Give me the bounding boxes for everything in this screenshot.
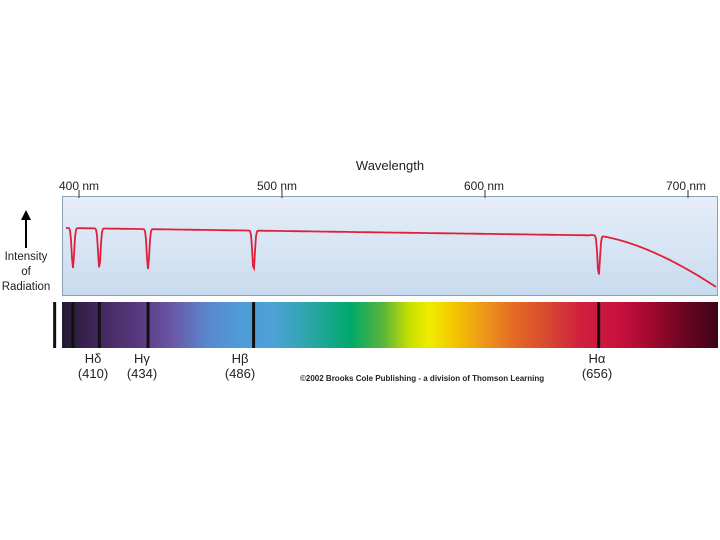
absorption-line-656: [597, 302, 601, 348]
tick-label-500: 500 nm: [256, 179, 298, 193]
label-h-delta-symbol: Hδ: [84, 351, 102, 366]
absorption-line-397: [71, 302, 75, 348]
label-h-beta-wavelength: (486): [224, 366, 256, 381]
absorption-line-388: [53, 302, 57, 348]
label-h-alpha-symbol: Hα: [588, 351, 606, 366]
label-h-alpha-wavelength: (656): [581, 366, 613, 381]
label-h-alpha: Hα (656): [567, 351, 627, 381]
label-h-delta-wavelength: (410): [77, 366, 109, 381]
absorption-line-410: [97, 302, 101, 348]
tick-label-700: 700 nm: [665, 179, 707, 193]
tick-label-600: 600 nm: [463, 179, 505, 193]
intensity-curve: [66, 227, 717, 288]
spectrum-bar: [62, 302, 718, 348]
y-axis-label-line3: Radiation: [1, 281, 51, 293]
label-h-beta: Hβ (486): [210, 351, 270, 381]
axis-title: Wavelength: [355, 158, 425, 173]
up-arrow-icon: [21, 210, 31, 248]
absorption-line-434: [146, 302, 150, 348]
y-axis-label: Intensity of Radiation: [0, 210, 52, 295]
y-axis-label-line1: Intensity: [4, 251, 48, 263]
label-h-gamma-wavelength: (434): [126, 366, 158, 381]
label-h-delta: Hδ (410): [63, 351, 123, 381]
label-h-gamma: Hγ (434): [112, 351, 172, 381]
label-h-beta-symbol: Hβ: [231, 351, 249, 366]
tick-label-400: 400 nm: [58, 179, 100, 193]
copyright-text: ©2002 Brooks Cole Publishing - a divisio…: [300, 374, 545, 383]
absorption-line-486: [252, 302, 256, 348]
y-axis-label-line2: of: [21, 266, 31, 278]
label-h-gamma-symbol: Hγ: [134, 351, 150, 366]
intensity-plot-panel: [62, 196, 718, 296]
